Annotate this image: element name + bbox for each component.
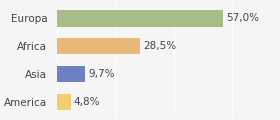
Text: 9,7%: 9,7% [88, 69, 115, 79]
Text: 4,8%: 4,8% [74, 97, 101, 107]
Bar [57, 66, 85, 82]
Bar [57, 93, 71, 110]
Text: 28,5%: 28,5% [143, 41, 176, 51]
Text: 57,0%: 57,0% [226, 13, 259, 23]
Bar [57, 38, 140, 54]
Bar [57, 10, 223, 27]
